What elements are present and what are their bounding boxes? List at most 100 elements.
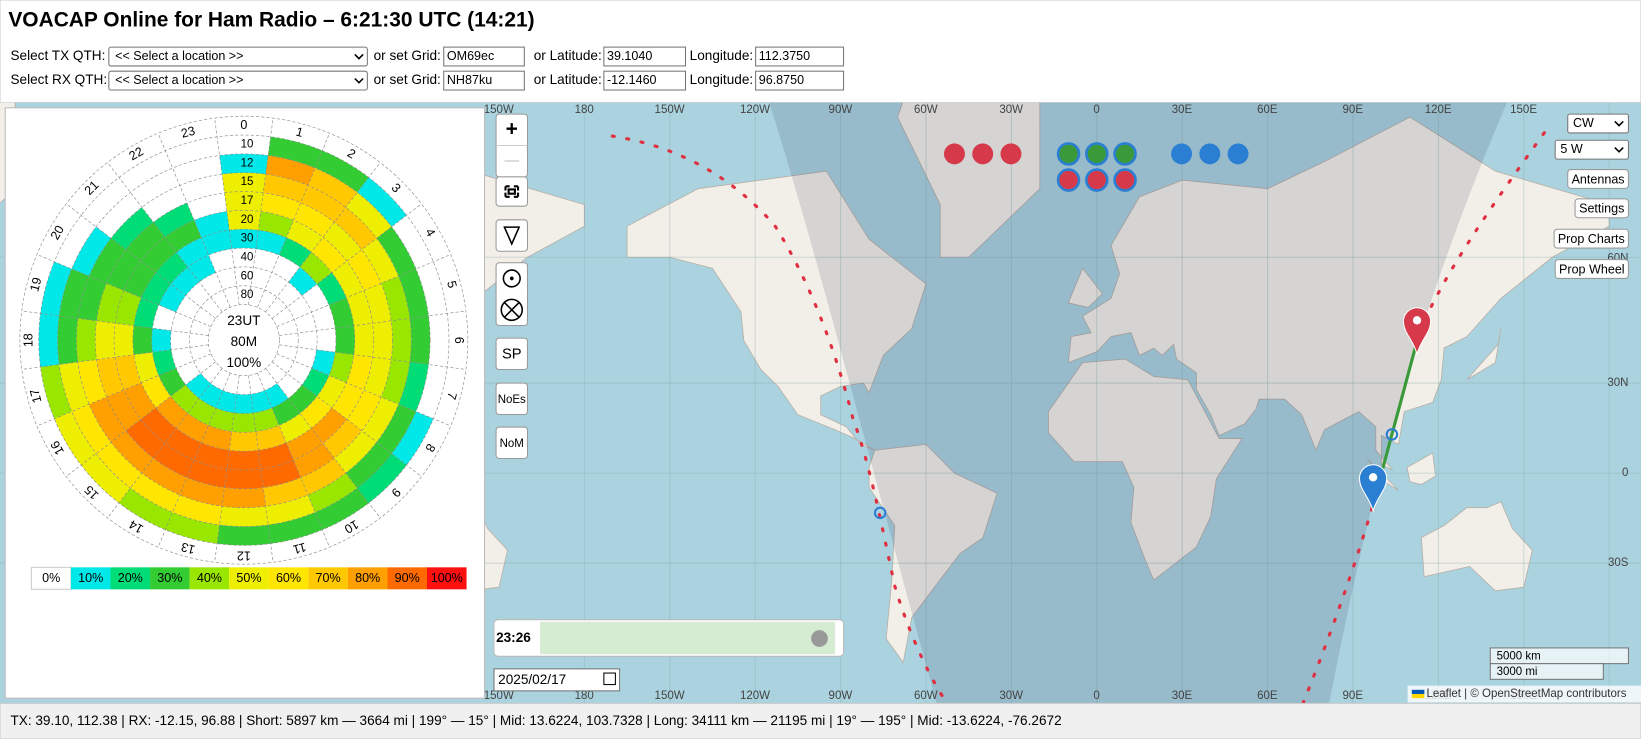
wheel-cell [258, 442, 294, 469]
wheel-cell [257, 289, 277, 312]
grid-input[interactable] [443, 46, 525, 67]
wheel-cell [315, 488, 369, 530]
map-button[interactable] [1554, 259, 1629, 279]
wheel-cell [140, 407, 177, 444]
right-select[interactable] [1567, 113, 1629, 134]
legend-swatch [308, 567, 348, 590]
wheel-ring [151, 247, 337, 433]
wheel-cell [276, 373, 302, 399]
wheel-cell [363, 357, 392, 398]
grid-input[interactable] [443, 70, 525, 91]
location-select[interactable] [108, 70, 368, 91]
wheel-cell [185, 282, 211, 308]
wheel-cell [268, 512, 323, 544]
terminator-btn[interactable] [495, 219, 528, 252]
wheel-cell [255, 425, 287, 451]
toggle-btn[interactable] [495, 337, 528, 371]
wheel-cell [111, 430, 154, 474]
toggle-btn-label: NoM [500, 438, 524, 450]
wheel-cell [288, 267, 317, 296]
lat-value: -12.1460 [607, 73, 657, 87]
wheel-cell [311, 349, 336, 376]
wheel-cell [253, 248, 280, 273]
band-dot [972, 143, 994, 165]
wheel-cell [409, 315, 431, 365]
wheel-cell [158, 284, 186, 313]
band-label: 40 [241, 252, 254, 264]
zoom-out[interactable]: — [504, 153, 519, 169]
landmass [1067, 116, 1610, 471]
fullscreen[interactable] [495, 176, 528, 207]
location-select[interactable] [108, 46, 368, 67]
right-select-text: 5 W [1560, 142, 1582, 156]
lon-input[interactable] [755, 70, 845, 91]
location-select-text: << Select a location >> [115, 49, 243, 63]
wheel-cell [258, 211, 294, 238]
right-select[interactable] [1554, 139, 1629, 160]
legend-label: 20% [118, 571, 143, 585]
lat-input[interactable] [603, 46, 687, 67]
legend-label: 40% [197, 571, 222, 585]
wheel-cell [155, 252, 188, 285]
map-button[interactable] [1553, 228, 1629, 249]
right-select-text: CW [1573, 116, 1594, 130]
map-button-label: Prop Wheel [1559, 262, 1625, 276]
grid-value: NH87ku [447, 73, 492, 87]
wheel-cell [328, 297, 354, 329]
wheel-spoke [265, 368, 381, 519]
band-dot [1227, 143, 1249, 165]
wheel-cell [265, 297, 288, 319]
scale-mi [1489, 663, 1604, 680]
wheel-cell [54, 215, 97, 269]
wheel-cell [236, 375, 251, 395]
time-label: 23:26 [496, 630, 531, 645]
wheel-cell [151, 328, 172, 353]
time-thumb[interactable] [811, 630, 828, 647]
wheel-cell [165, 136, 220, 169]
wheel-cell [141, 375, 171, 408]
wheel-spoke [271, 203, 422, 319]
wheel-spoke [107, 368, 223, 519]
band-label: 80 [241, 289, 254, 301]
band-dot [1056, 168, 1081, 192]
wheel-cell [141, 185, 187, 223]
wheel-cell [255, 230, 287, 256]
band-dot [1085, 168, 1109, 192]
wheel-cell [81, 177, 131, 227]
toggle-btn[interactable] [495, 426, 528, 459]
date-input[interactable] [493, 668, 621, 692]
wheel-cell [236, 285, 251, 305]
lat-label: 30S [1608, 557, 1629, 569]
wheel-cell [125, 222, 165, 262]
map-button-label: Prop Charts [1558, 232, 1625, 246]
lat-label: or Latitude: [534, 72, 602, 87]
toggle-btn[interactable] [495, 382, 528, 416]
zoom-in[interactable]: + [506, 117, 518, 140]
legend-label: 30% [157, 571, 182, 585]
rx-pin [1358, 464, 1388, 513]
lat-input[interactable] [603, 70, 687, 91]
attribution[interactable]: Leaflet | © OpenStreetMap contributors [1426, 688, 1626, 700]
wheel-cell [398, 362, 429, 412]
wheel-cell [199, 383, 224, 408]
wheel-cell [229, 431, 259, 452]
wheel-cell [279, 333, 299, 348]
hour-label: 20 [48, 223, 67, 242]
band-label: 17 [241, 195, 254, 207]
wheel-cell [322, 222, 362, 262]
lon-input[interactable] [755, 46, 845, 67]
wheel-cell [287, 295, 312, 320]
wheel-cell [263, 477, 308, 507]
lon-label: 150E [1510, 104, 1537, 116]
legend-label: 0% [42, 571, 60, 585]
wheel-cell [288, 384, 317, 414]
map-button[interactable] [1574, 198, 1629, 219]
wheel-center-text: 100% [226, 355, 261, 370]
midpoint [1385, 428, 1399, 441]
wheel-cell [57, 315, 78, 365]
wheel-cell [234, 266, 254, 287]
target-box[interactable] [495, 262, 528, 327]
map-button[interactable] [1567, 169, 1629, 189]
long-path [610, 134, 949, 704]
hour-label: 16 [48, 438, 67, 457]
